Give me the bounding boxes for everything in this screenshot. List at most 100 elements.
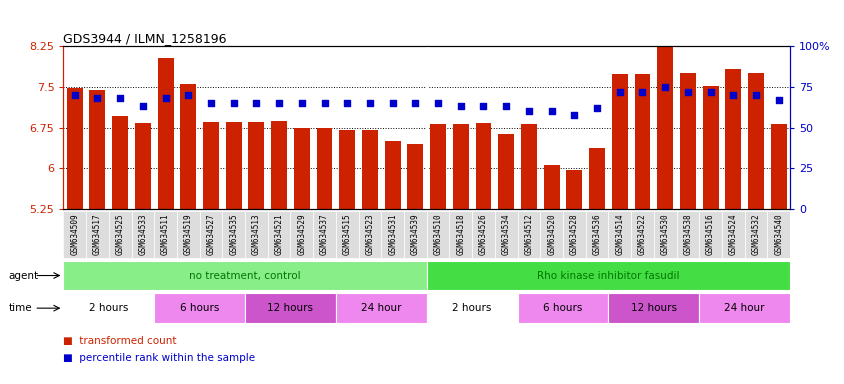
Bar xyxy=(657,39,673,209)
Point xyxy=(386,100,399,106)
Text: 12 hours: 12 hours xyxy=(630,303,676,313)
Bar xyxy=(565,170,582,209)
Point xyxy=(227,100,241,106)
FancyBboxPatch shape xyxy=(268,210,290,258)
Point xyxy=(680,89,694,95)
Text: GSM634527: GSM634527 xyxy=(206,213,215,255)
Text: 12 hours: 12 hours xyxy=(268,303,313,313)
Text: GSM634514: GSM634514 xyxy=(614,213,624,255)
Text: GSM634524: GSM634524 xyxy=(728,213,737,255)
Point xyxy=(590,105,603,111)
Text: GSM634529: GSM634529 xyxy=(297,213,306,255)
FancyBboxPatch shape xyxy=(109,210,132,258)
Bar xyxy=(316,127,332,209)
Text: GSM634515: GSM634515 xyxy=(343,213,351,255)
Point xyxy=(295,100,308,106)
FancyBboxPatch shape xyxy=(517,293,608,323)
Text: GSM634516: GSM634516 xyxy=(706,213,714,255)
Bar xyxy=(452,124,468,209)
FancyBboxPatch shape xyxy=(653,210,676,258)
Text: GSM634537: GSM634537 xyxy=(320,213,328,255)
Bar xyxy=(89,89,106,209)
Text: GSM634536: GSM634536 xyxy=(592,213,601,255)
Point xyxy=(408,100,422,106)
FancyBboxPatch shape xyxy=(721,210,744,258)
FancyBboxPatch shape xyxy=(63,261,426,290)
Point xyxy=(499,103,512,109)
Text: GSM634512: GSM634512 xyxy=(524,213,533,255)
FancyBboxPatch shape xyxy=(472,210,495,258)
Point xyxy=(340,100,354,106)
Bar xyxy=(180,84,196,209)
FancyBboxPatch shape xyxy=(608,210,630,258)
Text: GSM634528: GSM634528 xyxy=(569,213,578,255)
FancyBboxPatch shape xyxy=(63,210,86,258)
FancyBboxPatch shape xyxy=(676,210,699,258)
Text: GSM634517: GSM634517 xyxy=(93,213,102,255)
FancyBboxPatch shape xyxy=(222,210,245,258)
Point xyxy=(181,92,195,98)
Bar xyxy=(770,124,786,209)
Bar xyxy=(407,144,423,209)
Point xyxy=(749,92,762,98)
Point xyxy=(476,103,490,109)
Bar xyxy=(724,70,740,209)
Text: GSM634533: GSM634533 xyxy=(138,213,147,255)
FancyBboxPatch shape xyxy=(585,210,608,258)
Text: GSM634509: GSM634509 xyxy=(70,213,79,255)
Text: GSM634538: GSM634538 xyxy=(683,213,691,255)
Point xyxy=(567,112,581,118)
FancyBboxPatch shape xyxy=(199,210,222,258)
Text: GSM634522: GSM634522 xyxy=(637,213,647,255)
Bar xyxy=(67,88,83,209)
FancyBboxPatch shape xyxy=(313,210,336,258)
FancyBboxPatch shape xyxy=(766,210,789,258)
FancyBboxPatch shape xyxy=(358,210,381,258)
FancyBboxPatch shape xyxy=(630,210,653,258)
FancyBboxPatch shape xyxy=(539,210,562,258)
Text: GSM634510: GSM634510 xyxy=(433,213,442,255)
Point xyxy=(317,100,331,106)
Point xyxy=(113,95,127,101)
Text: GSM634525: GSM634525 xyxy=(116,213,125,255)
FancyBboxPatch shape xyxy=(562,210,585,258)
Bar xyxy=(361,131,377,209)
Text: 2 hours: 2 hours xyxy=(89,303,128,313)
Point xyxy=(363,100,376,106)
Point xyxy=(430,100,444,106)
FancyBboxPatch shape xyxy=(426,210,449,258)
Text: 24 hour: 24 hour xyxy=(360,303,401,313)
Point xyxy=(522,108,535,114)
Text: GSM634532: GSM634532 xyxy=(750,213,760,255)
Bar xyxy=(225,122,241,209)
Point xyxy=(612,89,625,95)
Text: GSM634521: GSM634521 xyxy=(274,213,284,255)
Text: GSM634518: GSM634518 xyxy=(456,213,465,255)
Text: GSM634534: GSM634534 xyxy=(501,213,510,255)
Text: GSM634520: GSM634520 xyxy=(546,213,555,255)
Text: ■  transformed count: ■ transformed count xyxy=(63,336,176,346)
Point xyxy=(90,95,104,101)
Text: 6 hours: 6 hours xyxy=(180,303,219,313)
Bar xyxy=(747,73,763,209)
Bar xyxy=(634,74,650,209)
Point xyxy=(249,100,262,106)
Text: GSM634530: GSM634530 xyxy=(660,213,669,255)
FancyBboxPatch shape xyxy=(86,210,109,258)
Bar xyxy=(271,121,287,209)
FancyBboxPatch shape xyxy=(245,210,268,258)
Point xyxy=(453,103,467,109)
Text: time: time xyxy=(8,303,32,313)
Point xyxy=(726,92,739,98)
FancyBboxPatch shape xyxy=(290,210,313,258)
Point xyxy=(635,89,648,95)
Text: GSM634531: GSM634531 xyxy=(387,213,397,255)
Bar xyxy=(679,73,695,209)
FancyBboxPatch shape xyxy=(63,293,154,323)
Point xyxy=(136,103,149,109)
Text: no treatment, control: no treatment, control xyxy=(189,270,300,281)
FancyBboxPatch shape xyxy=(495,210,517,258)
Text: GDS3944 / ILMN_1258196: GDS3944 / ILMN_1258196 xyxy=(63,32,226,45)
FancyBboxPatch shape xyxy=(245,293,336,323)
Bar xyxy=(294,127,310,209)
